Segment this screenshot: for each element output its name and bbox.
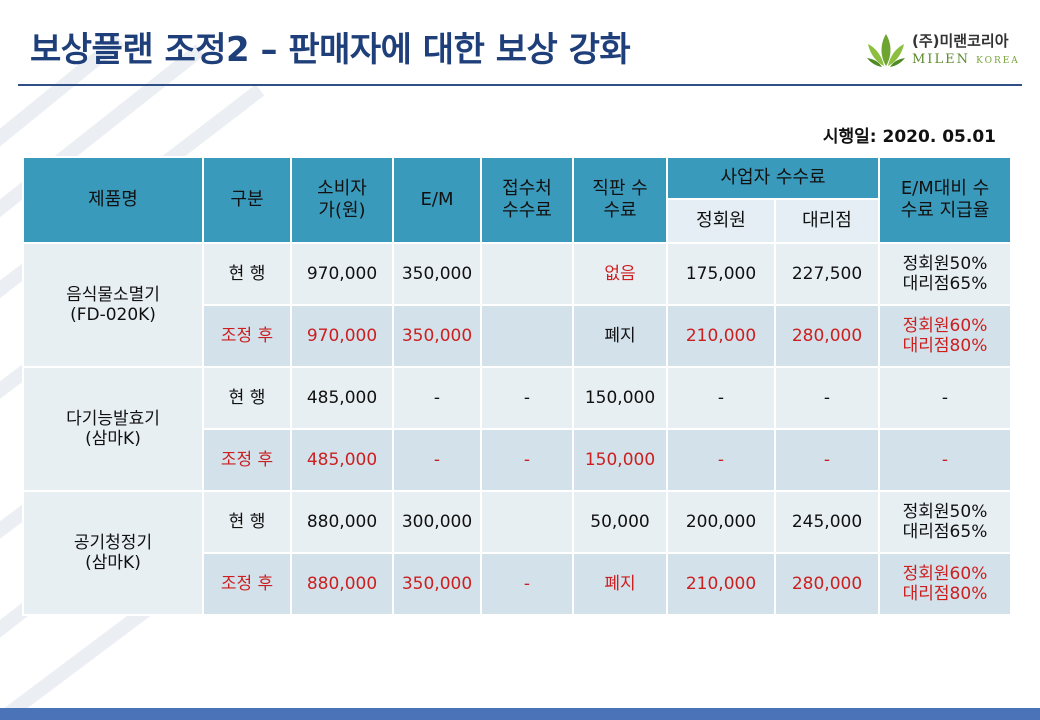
division-cell: 현 행 <box>202 490 292 554</box>
product-name: 공기청정기 <box>73 532 153 553</box>
rate-regular: 정회원50% <box>902 501 988 522</box>
header-direct-fee-label: 직판 수수료 <box>592 178 648 221</box>
footer-bar <box>0 708 1040 720</box>
agency-fee-cell: 280,000 <box>774 304 880 368</box>
price-cell: 970,000 <box>290 242 394 306</box>
table-row: 공기청정기 (삼마K) 현 행 880,000 300,000 50,000 2… <box>22 490 1012 616</box>
header-regular-member: 정회원 <box>666 198 776 244</box>
header-agency: 대리점 <box>774 198 880 244</box>
reception-fee-cell: - <box>480 428 574 492</box>
rate-regular: 정회원50% <box>902 253 988 274</box>
logo-company-korean: (주)미랜코리아 <box>912 32 1009 50</box>
em-cell: - <box>392 428 482 492</box>
direct-fee-cell: 폐지 <box>572 304 668 368</box>
division-cell: 현 행 <box>202 366 292 430</box>
rate-cell: - <box>878 428 1012 492</box>
table-row: 음식물소멸기 (FD-020K) 현 행 970,000 350,000 없음 … <box>22 242 1012 368</box>
agency-fee-cell: 245,000 <box>774 490 880 554</box>
agency-fee-cell: - <box>774 366 880 430</box>
subheader-row: 정회원 대리점 <box>23 198 1011 244</box>
price-cell: 880,000 <box>290 552 394 616</box>
header-em-rate-label: E/M대비 수수료 지급율 <box>900 178 990 221</box>
regular-fee-cell: 210,000 <box>666 552 776 616</box>
header-reception-fee-label: 접수처 수수료 <box>502 178 552 221</box>
price-cell: 970,000 <box>290 304 394 368</box>
em-cell: 350,000 <box>392 242 482 306</box>
rate-cell: 정회원50% 대리점65% <box>878 242 1012 306</box>
effective-date: 시행일: 2020. 05.01 <box>822 127 996 147</box>
price-cell: 485,000 <box>290 428 394 492</box>
header-reception-fee: 접수처 수수료 <box>480 156 574 244</box>
reception-fee-cell <box>480 304 574 368</box>
table-row: 조정 후 880,000 350,000 - 폐지 210,000 280,00… <box>23 552 1012 616</box>
rate-cell: 정회원60% 대리점80% <box>878 304 1012 368</box>
division-cell: 조정 후 <box>202 304 292 368</box>
agency-fee-cell: 227,500 <box>774 242 880 306</box>
em-cell: 350,000 <box>392 304 482 368</box>
company-logo: (주)미랜코리아 MILEN KOREA <box>866 28 1018 72</box>
price-cell: 485,000 <box>290 366 394 430</box>
reception-fee-cell: - <box>480 366 574 430</box>
direct-fee-cell: 폐지 <box>572 552 668 616</box>
rate-regular: 정회원60% <box>902 315 988 336</box>
header-division: 구분 <box>202 156 292 244</box>
rate-regular: 정회원60% <box>902 563 988 584</box>
compensation-table: 제품명 구분 소비자 가(원) E/M 접수처 수수료 직판 수수료 사업자 수… <box>22 156 1012 616</box>
price-cell: 880,000 <box>290 490 394 554</box>
header-consumer-price-label: 소비자 가(원) <box>317 178 367 221</box>
agency-fee-cell: 280,000 <box>774 552 880 616</box>
agency-fee-cell: - <box>774 428 880 492</box>
division-cell: 조정 후 <box>202 552 292 616</box>
rate-cell: 정회원60% 대리점80% <box>878 552 1012 616</box>
product-model: (삼마K) <box>85 429 141 449</box>
header-direct-fee: 직판 수수료 <box>572 156 668 244</box>
header-em: E/M <box>392 156 482 244</box>
product-name-cell: 음식물소멸기 (FD-020K) <box>22 242 204 368</box>
direct-fee-cell: 50,000 <box>572 490 668 554</box>
reception-fee-cell <box>480 242 574 306</box>
title-divider <box>18 84 1022 86</box>
direct-fee-cell: 없음 <box>572 242 668 306</box>
rate-cell: - <box>878 366 1012 430</box>
regular-fee-cell: - <box>666 428 776 492</box>
division-cell: 조정 후 <box>202 428 292 492</box>
reception-fee-cell <box>480 490 574 554</box>
product-model: (삼마K) <box>85 553 141 573</box>
logo-english-name: MILEN <box>912 52 970 67</box>
product-name: 다기능발효기 <box>66 408 160 429</box>
reception-fee-cell: - <box>480 552 574 616</box>
header-product: 제품명 <box>22 156 204 244</box>
em-cell: 300,000 <box>392 490 482 554</box>
table-row: 조정 후 970,000 350,000 폐지 210,000 280,000 … <box>23 304 1012 368</box>
regular-fee-cell: 175,000 <box>666 242 776 306</box>
header-consumer-price: 소비자 가(원) <box>290 156 394 244</box>
leaf-logo-icon <box>867 34 905 67</box>
table-row: 다기능발효기 (삼마K) 현 행 485,000 - - 150,000 - -… <box>22 366 1012 492</box>
header-row: 제품명 구분 소비자 가(원) E/M 접수처 수수료 직판 수수료 사업자 수… <box>22 156 1012 244</box>
rate-agency: 대리점65% <box>902 522 988 542</box>
product-name-cell: 공기청정기 (삼마K) <box>22 490 204 616</box>
product-name-cell: 다기능발효기 (삼마K) <box>22 366 204 492</box>
product-name: 음식물소멸기 <box>66 284 160 305</box>
rate-agency: 대리점80% <box>902 584 988 604</box>
header-em-rate: E/M대비 수수료 지급율 <box>878 156 1012 244</box>
product-model: (FD-020K) <box>70 305 156 325</box>
rate-agency: 대리점65% <box>902 274 988 294</box>
regular-fee-cell: 210,000 <box>666 304 776 368</box>
regular-fee-cell: - <box>666 366 776 430</box>
direct-fee-cell: 150,000 <box>572 366 668 430</box>
logo-english-sub: KOREA <box>976 56 1020 66</box>
header-business-fee: 사업자 수수료 <box>666 156 880 200</box>
direct-fee-cell: 150,000 <box>572 428 668 492</box>
em-cell: - <box>392 366 482 430</box>
regular-fee-cell: 200,000 <box>666 490 776 554</box>
division-cell: 현 행 <box>202 242 292 306</box>
rate-cell: 정회원50% 대리점65% <box>878 490 1012 554</box>
table-row: 조정 후 485,000 - - 150,000 - - - <box>23 428 1012 492</box>
page-title: 보상플랜 조정2 – 판매자에 대한 보상 강화 <box>30 30 631 70</box>
em-cell: 350,000 <box>392 552 482 616</box>
rate-agency: 대리점80% <box>902 336 988 356</box>
logo-company-english: MILEN KOREA <box>912 52 1020 67</box>
